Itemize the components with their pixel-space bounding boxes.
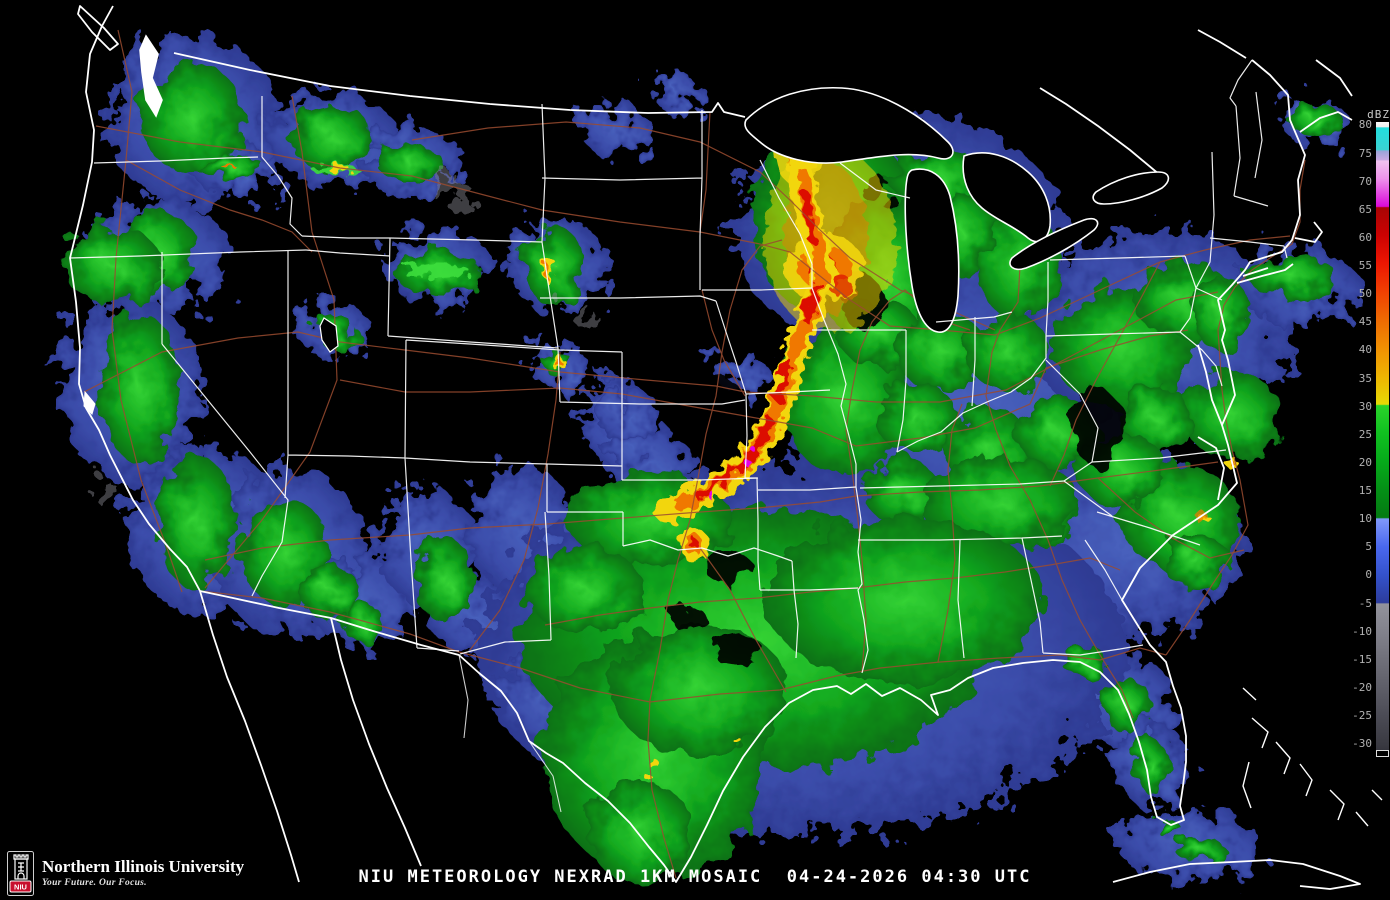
colorbar-tick-label: 5: [1365, 540, 1372, 554]
colorbar-tick-label: 15: [1358, 484, 1372, 497]
colorbar-tick-label: 45: [1358, 315, 1372, 329]
radar-echo-green-layer: [62, 63, 1340, 884]
colorbar-tick-label: 30: [1358, 399, 1372, 413]
colorbar-tick-label: 60: [1358, 230, 1372, 244]
niu-logo: NIU Northern Illinois University Your Fu…: [7, 851, 244, 896]
colorbar-end-cap: [1376, 750, 1389, 757]
colorbar-tick-label: 0: [1365, 568, 1372, 582]
coastline: [69, 5, 1383, 890]
colorbar-gradient: [1376, 122, 1389, 752]
niu-shield-icon: NIU: [7, 851, 34, 896]
colorbar-tick-label: 50: [1358, 287, 1372, 301]
colorbar-tick-label: 75: [1358, 146, 1372, 160]
colorbar-tick-label: 40: [1358, 343, 1372, 357]
logo-tagline: Your Future. Our Focus.: [42, 878, 147, 888]
colorbar-tick-label: -30: [1352, 737, 1372, 751]
colorbar-tick-label: -25: [1352, 709, 1372, 722]
colorbar-tick-label: -10: [1352, 624, 1372, 638]
colorbar-tick-label: 25: [1358, 427, 1372, 441]
state-borders: [69, 59, 1288, 674]
colorbar-tick-label: 20: [1358, 455, 1372, 469]
reflectivity-colorbar: dBZ 80 75 70 65 60 55 50 45 40 35 30 25 20 15 10 5 0 -5 -1…: [1350, 108, 1390, 768]
colorbar-tick-label: 65: [1358, 202, 1372, 216]
logo-institution-name: Northern Illinois University: [42, 857, 245, 876]
colorbar-tick-label: 70: [1358, 174, 1372, 188]
colorbar-tick-label: 55: [1358, 259, 1372, 272]
colorbar-tick-label: -5: [1358, 596, 1372, 610]
colorbar-tick-label: -20: [1352, 680, 1372, 694]
colorbar-tick-label: -15: [1352, 652, 1372, 666]
colorbar-tick-label: 80: [1358, 118, 1372, 132]
radar-clutter-gray: [90, 180, 598, 501]
product-caption: NIU METEOROLOGY NEXRAD 1KM MOSAIC 04-24-…: [358, 867, 1032, 887]
great-lakes: [83, 34, 1170, 415]
colorbar-tick-label: 35: [1358, 371, 1372, 385]
colorbar-tick-label: 10: [1358, 512, 1372, 526]
niu-monogram: NIU: [14, 883, 27, 892]
colorbar-title: dBZ: [1367, 108, 1390, 121]
